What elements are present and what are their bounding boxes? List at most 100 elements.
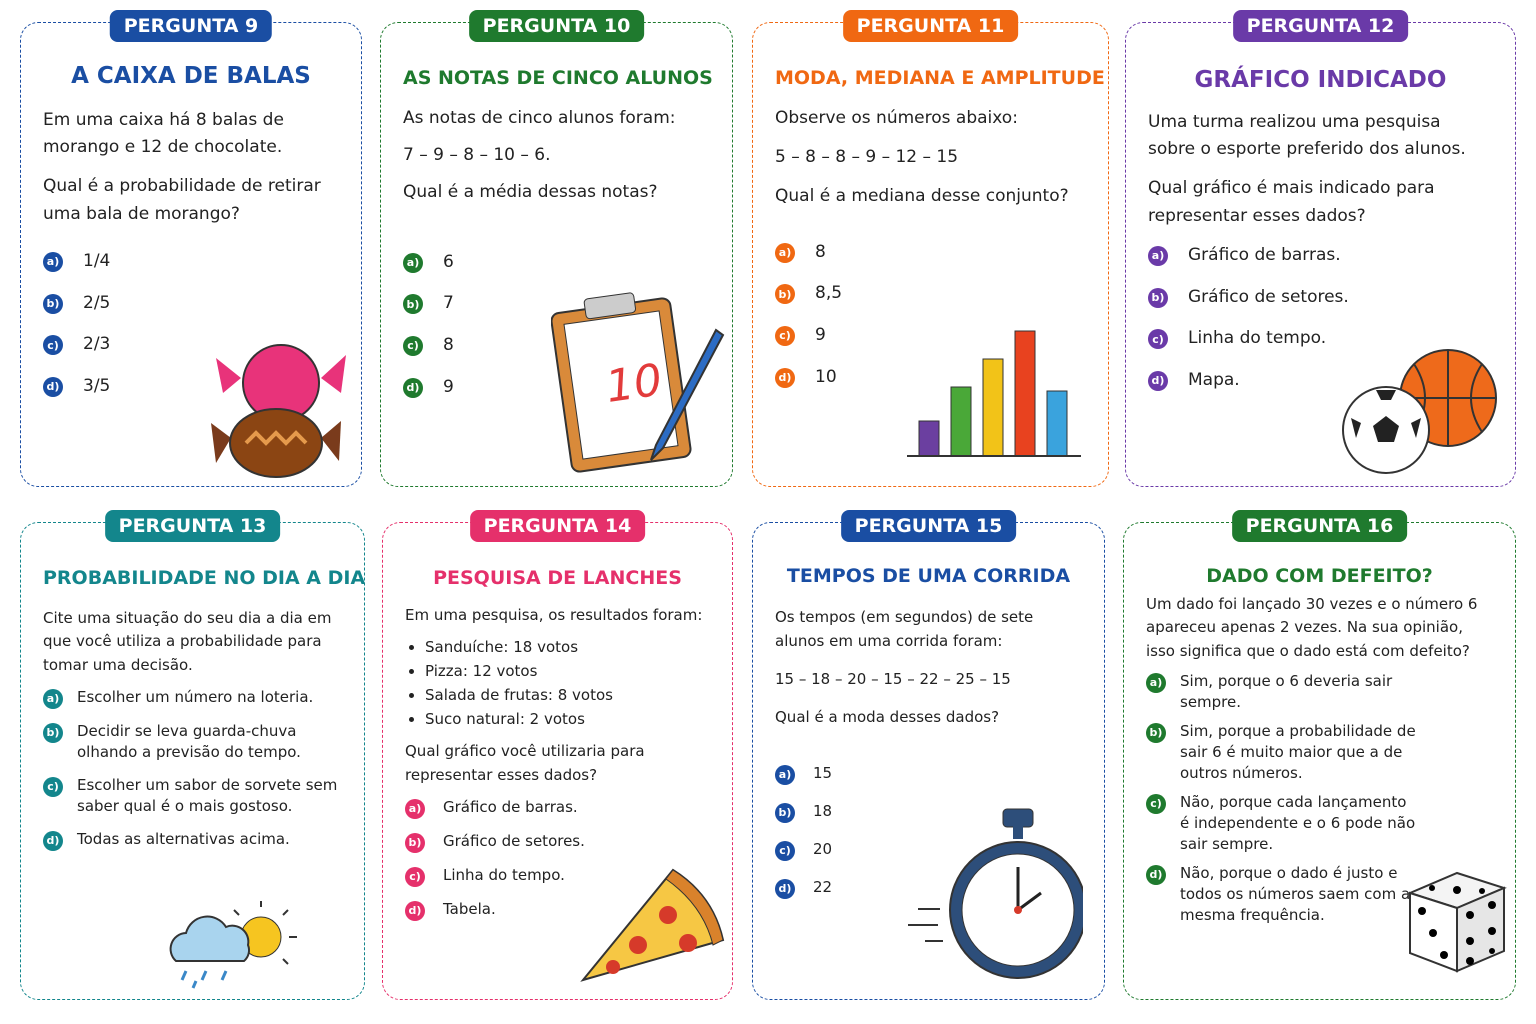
option: b) 18 xyxy=(775,801,1082,823)
option: d) Todas as alternativas acima. xyxy=(43,829,342,851)
option: c) Escolher um sabor de sorvete sem saber… xyxy=(43,775,342,817)
option-letter: b) xyxy=(403,294,423,315)
paragraph: Qual é a mediana desse conjunto? xyxy=(775,186,1069,207)
card-title: MODA, MEDIANA E AMPLITUDE xyxy=(775,67,1105,89)
paragraph: Em uma caixa há 8 balas de morango e 12 … xyxy=(43,110,284,158)
option-letter: c) xyxy=(775,326,795,347)
option-text: Decidir se leva guarda-chuva olhando a p… xyxy=(77,721,301,761)
option-text: Tabela. xyxy=(443,900,496,918)
badge: PERGUNTA 14 xyxy=(469,510,646,542)
option-letter: b) xyxy=(775,803,795,823)
paragraph: Qual gráfico você utilizaria para repres… xyxy=(405,742,645,784)
options: a) Escolher um número na loteria. b) Decidi… xyxy=(43,687,342,851)
bullet-item: Sanduíche: 18 votos xyxy=(425,635,710,659)
option-letter: c) xyxy=(403,336,423,357)
option-text: 9 xyxy=(443,376,454,397)
option: c) 9 xyxy=(775,324,1086,348)
dice-illustration xyxy=(1407,871,1507,973)
option-letter: c) xyxy=(43,335,63,356)
option: c) Não, porque cada lançamento é independ… xyxy=(1146,792,1493,855)
card-title: A CAIXA DE BALAS xyxy=(71,63,311,89)
option-letter: a) xyxy=(43,688,63,709)
option-text: 22 xyxy=(813,878,833,896)
option: d) 22 xyxy=(775,877,1082,899)
option: c) 8 xyxy=(403,334,710,358)
options: a) Sim, porque o 6 deveria sair sempre. b)… xyxy=(1146,671,1493,926)
question-text: Cite uma situação do seu dia a dia em qu… xyxy=(43,607,342,677)
option: b) Sim, porque a probabilidade de sair 6 … xyxy=(1146,721,1493,784)
option-text: 10 xyxy=(815,366,837,387)
paragraph: Cite uma situação do seu dia a dia em qu… xyxy=(43,609,332,674)
option-text: 1/4 xyxy=(83,250,111,271)
paragraph: Qual é a moda desses dados? xyxy=(775,708,1000,726)
bullet-item: Pizza: 12 votos xyxy=(425,659,710,683)
option-text: Mapa. xyxy=(1188,370,1240,391)
option-letter: d) xyxy=(403,377,423,398)
question-card: PERGUNTA 11 MODA, MEDIANA E AMPLITUDE Obse… xyxy=(752,10,1109,487)
option-text: Sim, porque a probabilidade de sair 6 é … xyxy=(1180,721,1416,782)
badge: PERGUNTA 9 xyxy=(109,10,273,42)
option: d) Tabela. xyxy=(405,899,710,921)
option-text: Linha do tempo. xyxy=(1188,328,1327,349)
balls-illustration xyxy=(1342,349,1497,474)
option-letter: a) xyxy=(1148,245,1168,266)
bullet-item: Suco natural: 2 votos xyxy=(425,707,710,731)
option: c) 20 xyxy=(775,839,1082,861)
question-card: PERGUNTA 9 A CAIXA DE BALAS Em uma caixa h… xyxy=(20,10,362,487)
option-text: Sim, porque o 6 deveria sair sempre. xyxy=(1180,671,1393,711)
paragraph: 7 – 9 – 8 – 10 – 6. xyxy=(403,145,551,166)
card-title: TEMPOS DE UMA CORRIDA xyxy=(786,565,1071,587)
option-text: 2/3 xyxy=(83,334,111,355)
option: d) Não, porque o dado é justo e todos os … xyxy=(1146,863,1493,926)
option-text: 8 xyxy=(443,335,454,356)
option-letter: c) xyxy=(405,867,425,887)
option: a) 6 xyxy=(403,251,710,275)
option-text: Escolher um número na loteria. xyxy=(77,687,314,706)
option: b) Gráfico de setores. xyxy=(1148,286,1493,310)
question-text: Os tempos (em segundos) de sete alunos e… xyxy=(775,605,1082,729)
option-text: Gráfico de barras. xyxy=(1188,244,1341,265)
card-title: PESQUISA DE LANCHES xyxy=(433,567,682,589)
option: a) 8 xyxy=(775,241,1086,265)
question-text: Em uma pesquisa, os resultados foram: San… xyxy=(405,603,710,787)
paragraph: Os tempos (em segundos) de sete alunos e… xyxy=(775,608,1034,650)
badge: PERGUNTA 15 xyxy=(840,510,1017,542)
option: a) 15 xyxy=(775,763,1082,785)
paragraph: Um dado foi lançado 30 vezes e o número … xyxy=(1146,595,1478,660)
option: d) 3/5 xyxy=(43,375,339,399)
option-text: 8,5 xyxy=(815,283,843,304)
option-text: 15 xyxy=(813,764,833,782)
option: a) 1/4 xyxy=(43,250,339,274)
option-text: Linha do tempo. xyxy=(443,866,565,884)
option: a) Gráfico de barras. xyxy=(1148,244,1493,268)
question-card: PERGUNTA 16 DADO COM DEFEITO? Um dado foi … xyxy=(1123,510,1516,1000)
option-letter: a) xyxy=(1146,672,1166,693)
option-text: 20 xyxy=(813,840,833,858)
pizza-illustration xyxy=(580,868,725,982)
option: b) Decidir se leva guarda-chuva olhando a… xyxy=(43,721,342,763)
option: a) Sim, porque o 6 deveria sair sempre. xyxy=(1146,671,1493,713)
badge: PERGUNTA 11 xyxy=(842,10,1019,42)
badge: PERGUNTA 12 xyxy=(1232,10,1409,42)
paragraph: Observe os números abaixo: xyxy=(775,108,1018,128)
option: a) Escolher um número na loteria. xyxy=(43,687,342,709)
options: a) 6 b) 7 c) 8 d) 9 xyxy=(403,251,710,400)
option-letter: d) xyxy=(775,879,795,899)
question-card: PERGUNTA 13 PROBABILIDADE NO DIA A DIA Cit… xyxy=(20,510,366,1000)
options: a) Gráfico de barras. b) Gráfico de setores… xyxy=(405,797,710,921)
weather-illustration xyxy=(169,901,297,989)
option: b) Gráfico de setores. xyxy=(405,831,710,853)
option: b) 2/5 xyxy=(43,292,339,316)
option-text: Não, porque cada lançamento é independen… xyxy=(1180,792,1416,853)
option: b) 8,5 xyxy=(775,282,1086,306)
option: c) Linha do tempo. xyxy=(405,865,710,887)
card-title: PROBABILIDADE NO DIA A DIA xyxy=(43,567,366,589)
candy-illustration xyxy=(211,344,346,478)
option-letter: b) xyxy=(1148,287,1168,308)
option-text: Gráfico de setores. xyxy=(443,832,585,850)
paragraph: 5 – 8 – 8 – 9 – 12 – 15 xyxy=(775,147,959,168)
card-title: GRÁFICO INDICADO xyxy=(1194,67,1447,93)
option-letter: d) xyxy=(43,830,63,851)
clipboard-illustration: 10 xyxy=(551,292,725,473)
